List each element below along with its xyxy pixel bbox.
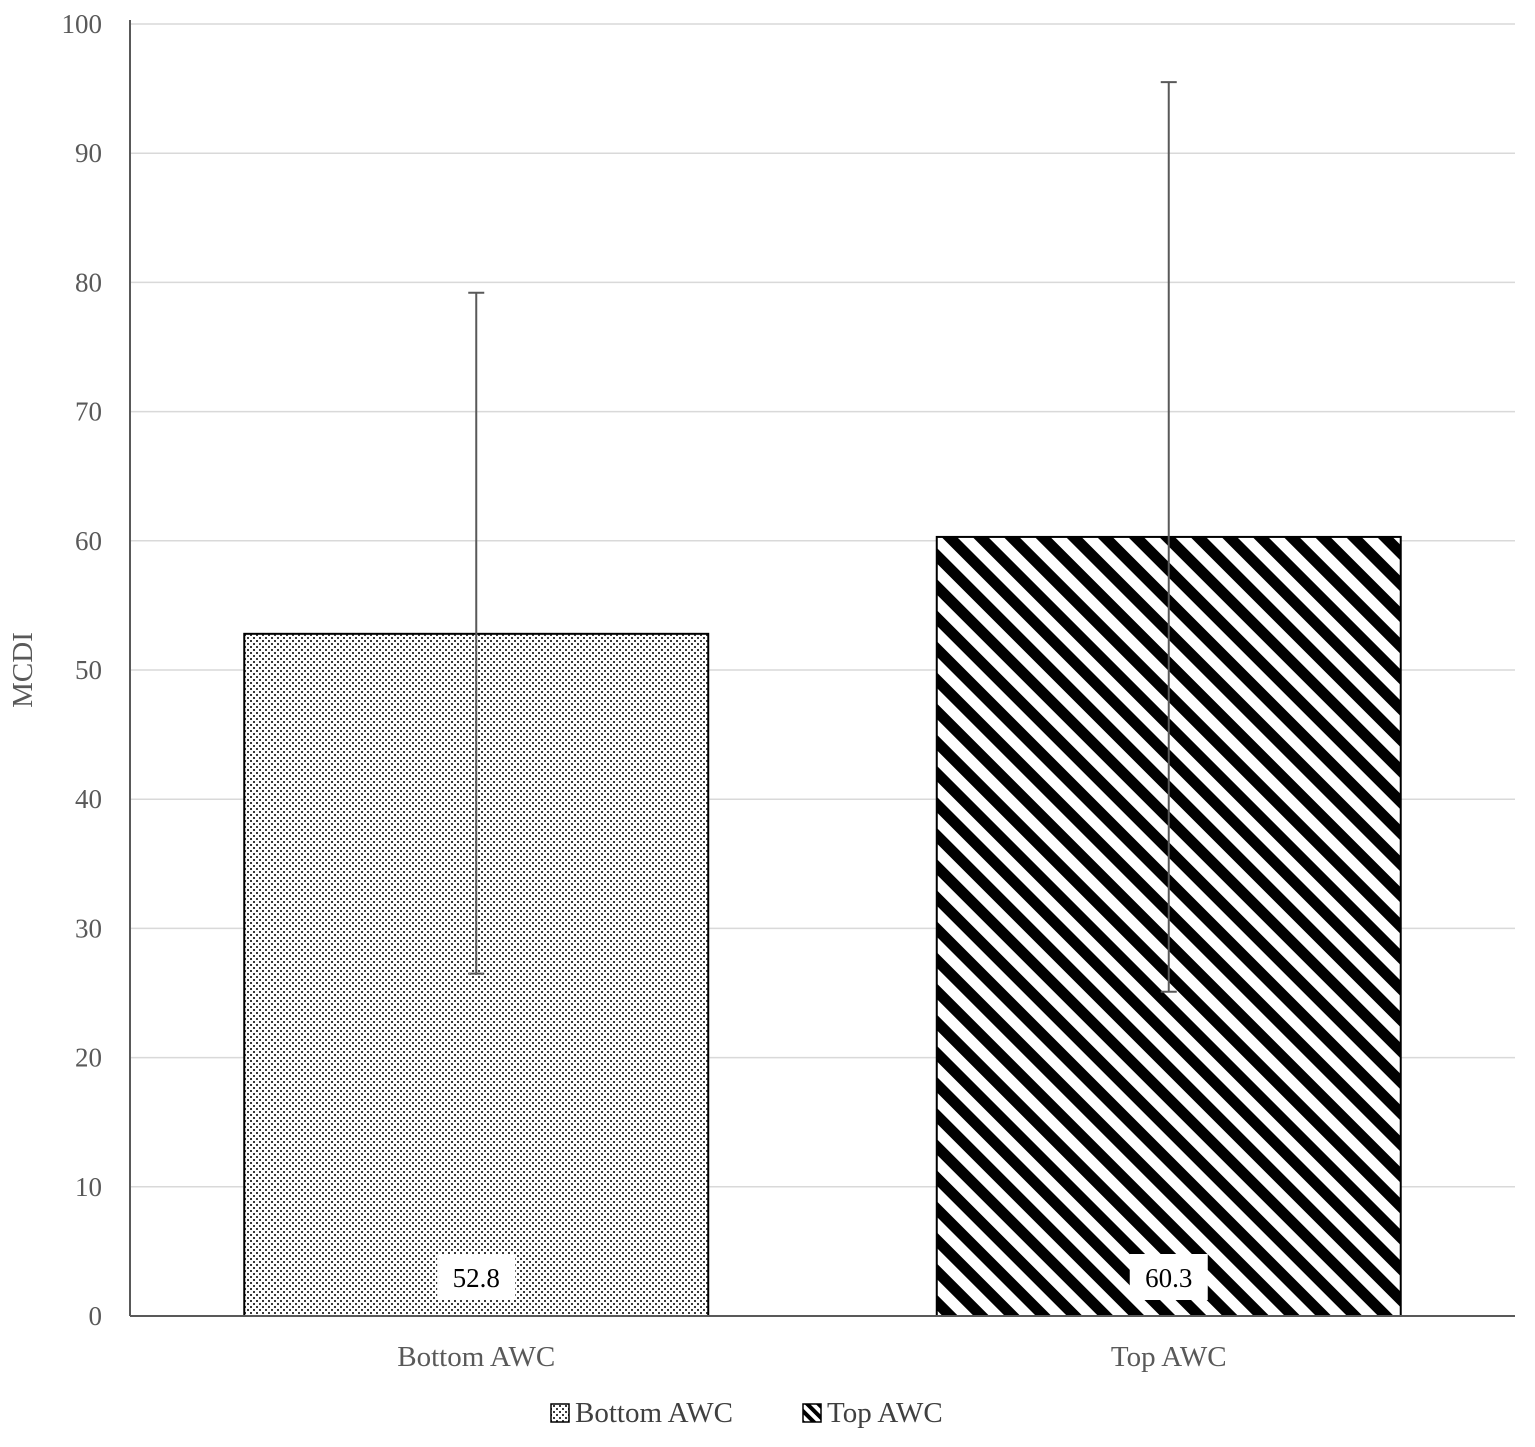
y-tick-label: 20 (75, 1043, 102, 1073)
data-label: 60.3 (1145, 1263, 1192, 1293)
y-tick-label: 90 (75, 138, 102, 168)
x-tick-label: Top AWC (1111, 1341, 1227, 1373)
y-tick-label: 10 (75, 1172, 102, 1202)
y-tick-label: 70 (75, 397, 102, 427)
y-tick-label: 0 (89, 1301, 103, 1331)
y-tick-label: 60 (75, 526, 102, 556)
y-tick-label: 30 (75, 913, 102, 943)
data-label-box (1129, 1254, 1208, 1300)
legend-swatch (802, 1403, 822, 1423)
y-axis-title: MCDI (7, 632, 39, 708)
data-label-box (437, 1254, 516, 1300)
y-tick-label: 100 (62, 9, 103, 39)
legend-label: Top AWC (827, 1397, 943, 1429)
legend-label: Bottom AWC (575, 1397, 733, 1429)
x-tick-label: Bottom AWC (397, 1341, 555, 1373)
data-label: 52.8 (453, 1263, 500, 1293)
y-tick-label: 50 (75, 655, 102, 685)
legend-swatch (550, 1403, 570, 1423)
y-tick-label: 40 (75, 784, 102, 814)
y-tick-label: 80 (75, 267, 102, 297)
